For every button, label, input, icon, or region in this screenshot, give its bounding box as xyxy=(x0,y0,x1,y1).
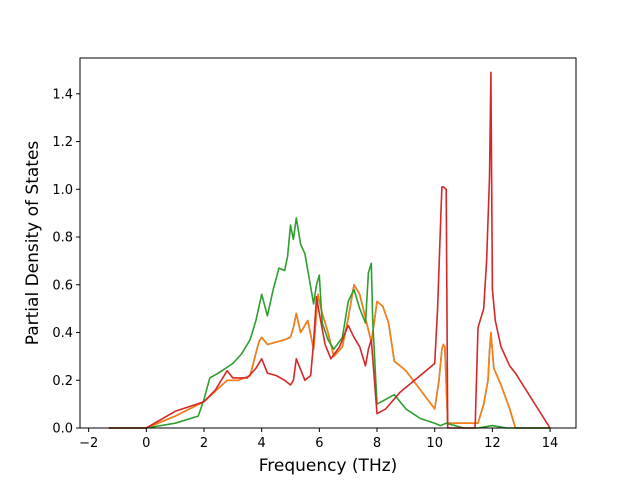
series-layer xyxy=(108,71,551,429)
x-tick-label: −2 xyxy=(79,436,98,451)
x-tick-label: 10 xyxy=(426,436,443,451)
x-tick-label: 4 xyxy=(258,436,266,451)
x-tick-label: 8 xyxy=(373,436,381,451)
y-tick-label: 0.0 xyxy=(52,422,73,437)
plot-frame xyxy=(79,57,577,429)
x-tick-label: 2 xyxy=(200,436,208,451)
y-tick-label: 0.8 xyxy=(52,231,73,246)
y-tick-label: 1.4 xyxy=(52,87,73,102)
y-tick-label: 1.2 xyxy=(52,135,73,150)
series-line-4 xyxy=(108,71,551,429)
series-line-3 xyxy=(108,217,550,429)
x-tick-label: 12 xyxy=(484,436,501,451)
y-tick-label: 1.0 xyxy=(52,183,73,198)
y-tick-label: 0.2 xyxy=(52,374,73,389)
x-axis-title: Frequency (THz) xyxy=(259,456,398,476)
y-tick-label: 0.4 xyxy=(52,326,73,341)
y-axis-title: Partial Density of States xyxy=(23,141,43,346)
x-tick-label: 0 xyxy=(142,436,150,451)
ticks-layer: −2 0 2 4 6 8 10 12 14 0.0 0.2 0.4 0.6 0.8 1.0 1.2 1.4 xyxy=(52,87,558,451)
x-tick-label: 6 xyxy=(315,436,323,451)
x-tick-label: 14 xyxy=(542,436,559,451)
y-tick-label: 0.6 xyxy=(52,278,73,293)
